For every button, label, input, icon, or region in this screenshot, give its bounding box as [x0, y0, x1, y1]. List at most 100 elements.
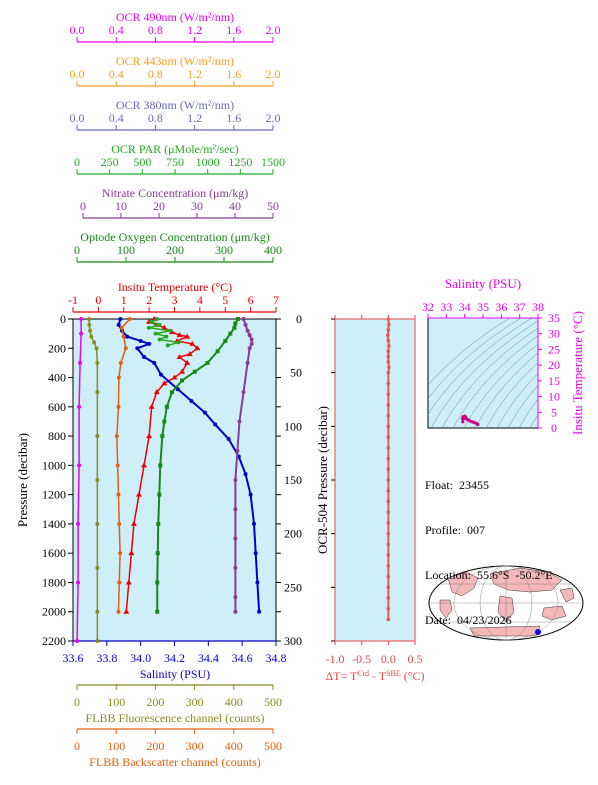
data-point: [192, 369, 197, 374]
data-point: [158, 463, 163, 468]
data-point: [125, 579, 132, 585]
axis-tick-label: 1250: [228, 155, 252, 169]
float-location-marker: [535, 629, 541, 635]
delta-t-point: [386, 574, 391, 579]
axis-tick-label: 200: [146, 695, 164, 709]
data-point: [205, 360, 210, 365]
main-y-tick-label: 200: [48, 341, 66, 355]
axis-tick-label: 0.8: [148, 67, 163, 81]
data-point: [157, 337, 162, 342]
axis-tick-label: 300: [186, 739, 204, 753]
data-point: [235, 317, 240, 321]
axis-tick-label: 1000: [196, 155, 220, 169]
data-point: [119, 325, 124, 330]
data-point: [194, 345, 201, 351]
axis-tick-label: 0: [95, 293, 101, 307]
delta-t-point: [386, 403, 391, 407]
axis-tick-label: 34.4: [198, 651, 219, 665]
ts-x-tick-label: 35: [477, 300, 489, 314]
axis-tick-label: 5: [222, 293, 228, 307]
data-point: [235, 448, 240, 453]
ts-y-tick-label: 10: [548, 390, 560, 404]
density-contour: [485, 362, 538, 428]
delta-t-point: [387, 322, 391, 327]
delta-t-series: [386, 317, 391, 622]
delta-t-point: [386, 413, 391, 418]
delta-t-point: [386, 467, 391, 472]
axis-tick-label: 400: [225, 695, 243, 709]
main-y-tick-label: 600: [48, 400, 66, 414]
axis-tick-label: 200: [146, 739, 164, 753]
ts-y-axis-label: Insitu Temperature (°C): [570, 311, 585, 435]
density-contour: [428, 318, 533, 415]
data-point: [175, 387, 180, 392]
series-line: [76, 319, 82, 642]
density-contour: [463, 343, 538, 428]
axis-tick-label: 20: [153, 199, 165, 213]
data-point: [147, 341, 152, 346]
density-contour: [428, 318, 522, 400]
data-point: [95, 434, 100, 439]
axis-tick-label: 0: [74, 739, 80, 753]
ts-x-tick-label: 32: [422, 300, 434, 314]
axis-tick-label: 300: [186, 695, 204, 709]
data-point: [116, 609, 121, 614]
axis-tick-label: 0.4: [109, 23, 124, 37]
axis-tick-label: 2: [146, 293, 152, 307]
data-point: [128, 550, 135, 556]
data-point: [237, 419, 242, 424]
data-point: [155, 580, 160, 585]
data-point: [165, 343, 170, 348]
axis-tick-label: 200: [166, 243, 184, 257]
bottom-axes-stack: 33.6 33.8 34.0 34.2 34.4 34.6 34.8 Salinity (PS…: [63, 640, 287, 769]
axis-title: Optode Oxygen Concentration (μm/kg): [80, 230, 269, 244]
delta-t-point: [386, 488, 391, 493]
series-par: [146, 317, 181, 348]
ts-x-tick-label: 36: [495, 300, 507, 314]
density-contour: [507, 384, 538, 428]
delta-t-point: [386, 531, 391, 536]
data-point: [87, 322, 92, 327]
axis-tick-label: 33.8: [96, 651, 117, 665]
axis-tick-label: 100: [117, 243, 135, 257]
main-y-tick-label: 1600: [42, 546, 66, 560]
data-point: [95, 521, 100, 526]
data-point: [252, 521, 257, 526]
main-y-axis: 0 200 400 600 800 1000 1200 1400 1600 1800 2000 220…: [42, 312, 281, 648]
data-point: [156, 521, 161, 526]
data-point: [176, 332, 183, 338]
data-point: [115, 463, 120, 468]
main-plot-background: [72, 318, 277, 642]
axis-title: FLBB Fluorescence channel (counts): [86, 711, 265, 725]
ts-point: [461, 415, 465, 419]
bottom-axis-fluorescence: 0 100 200 300 400 500 FLBB Fluorescence channe…: [74, 684, 282, 725]
data-point: [184, 333, 191, 339]
data-point: [233, 478, 238, 482]
main-y-tick-label: 400: [48, 371, 66, 385]
density-contour: [428, 318, 511, 386]
delta-t-point: [386, 521, 391, 525]
data-point: [116, 375, 121, 380]
ts-x-tick-label: 38: [532, 300, 544, 314]
ts-y-tick-label: 20: [548, 358, 560, 372]
axis-tick-label: 34.8: [266, 651, 287, 665]
data-point: [154, 317, 159, 321]
axis-tick-label: 500: [264, 739, 282, 753]
delta-y-tick-label: 300: [284, 634, 302, 648]
series-fluorescence: [87, 317, 100, 643]
data-point: [157, 322, 162, 327]
data-point: [233, 536, 238, 541]
delta-t-point: [386, 349, 391, 354]
delta-y-tick-label: 150: [284, 473, 302, 487]
axis-tick-label: 10: [115, 199, 127, 213]
axis-tick-label: 1.6: [226, 23, 241, 37]
delta-t-point: [386, 446, 391, 450]
delta-y-tick-label: 250: [284, 580, 302, 594]
data-point: [248, 492, 253, 497]
density-contour: [474, 352, 538, 428]
axis-title: OCR 490nm (W/m²/nm): [116, 10, 234, 24]
data-point: [118, 360, 123, 365]
data-point: [169, 390, 174, 395]
